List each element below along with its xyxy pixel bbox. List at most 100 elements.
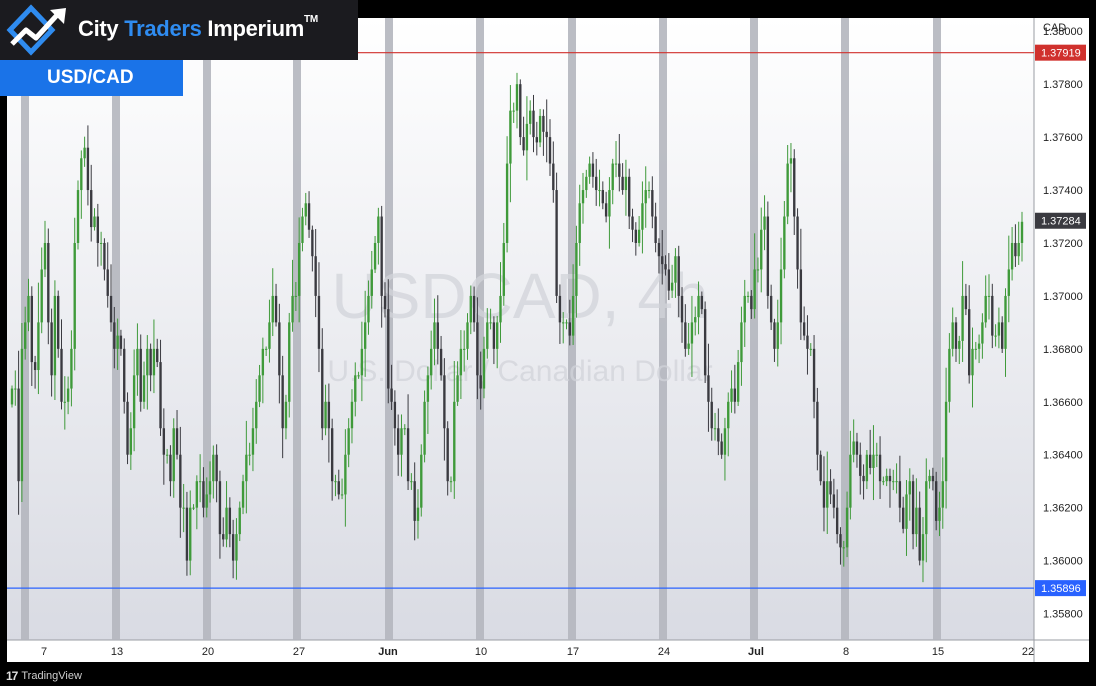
candle-body [66, 388, 70, 402]
candle-body [479, 375, 482, 389]
pair-badge-label: USD/CAD [47, 67, 134, 88]
candle-body [179, 454, 182, 508]
candle-body [552, 163, 555, 191]
candle-body [410, 481, 413, 483]
candle-body [198, 481, 202, 483]
candle-body [47, 242, 50, 323]
candle-body [661, 256, 664, 265]
brand-name: City Traders ImperiumTM [78, 14, 318, 42]
weekend-separator [659, 18, 667, 640]
candle-body [357, 375, 360, 377]
candle-body [964, 295, 968, 310]
candle-body [106, 269, 109, 296]
weekend-separator [203, 18, 211, 640]
x-tick-label: 15 [932, 646, 944, 658]
candle-body [377, 216, 380, 243]
candle-body [436, 322, 439, 349]
candle-body [70, 348, 73, 389]
candle-body [997, 322, 1001, 336]
candle-body [720, 441, 723, 455]
candle-body [416, 507, 420, 521]
candle-body [390, 388, 393, 402]
candle-body [568, 322, 571, 336]
candle-body [212, 454, 215, 482]
y-tick-label: 1.35800 [1043, 609, 1083, 621]
candle-body [892, 481, 895, 483]
candle-body [1014, 242, 1017, 257]
candle-body [132, 375, 136, 429]
candle-body [859, 454, 862, 476]
candle-body [868, 454, 872, 468]
candle-body [826, 481, 829, 508]
candle-body [327, 401, 331, 429]
candle-body [931, 475, 935, 482]
candle-body [251, 428, 255, 455]
brand-name-accent: Traders [124, 16, 202, 41]
candle-body [317, 295, 321, 349]
candle-body [585, 176, 588, 191]
candle-body [694, 317, 697, 323]
candle-body [116, 335, 119, 349]
candle-body [288, 322, 291, 402]
candle-body [687, 343, 690, 349]
candle-body [819, 454, 822, 482]
candle-body [845, 507, 849, 548]
candle-body [291, 295, 294, 323]
candle-body [934, 481, 938, 521]
candle-body [624, 176, 628, 191]
candle-body [175, 428, 179, 455]
candle-body [908, 481, 911, 495]
brand-name-part3: Imperium [201, 16, 305, 41]
candle-body [766, 216, 770, 296]
candle-body [208, 481, 212, 495]
candle-body [793, 158, 796, 217]
candle-body [284, 401, 288, 429]
candle-body [816, 401, 819, 455]
candle-body [449, 481, 453, 483]
candle-body [40, 269, 43, 323]
candle-body [802, 322, 806, 336]
candle-body [271, 295, 274, 323]
candle-body [307, 203, 311, 230]
candle-body [634, 229, 638, 243]
candle-body [961, 295, 964, 341]
candle-body [255, 401, 258, 429]
candle-body [363, 322, 367, 349]
candle-body [446, 428, 449, 482]
candle-body [393, 401, 397, 429]
candle-body [591, 163, 595, 177]
candle-body [433, 322, 436, 349]
x-tick-label: Jun [378, 646, 398, 658]
last-price-label: 1.37284 [1041, 216, 1081, 228]
candle-body [981, 322, 984, 344]
candle-body [872, 454, 875, 468]
candle-body [730, 388, 733, 402]
candle-body [905, 494, 908, 529]
candle-body [756, 269, 760, 271]
candle-body [222, 534, 225, 540]
candle-body [684, 322, 687, 349]
candle-body [670, 282, 674, 291]
candle-body [898, 481, 902, 508]
resistance-price-tag [1035, 44, 1086, 61]
candle-body [426, 375, 430, 402]
candle-body [245, 454, 248, 482]
candle-body [558, 295, 562, 323]
candle-body [763, 216, 766, 230]
candle-body [403, 428, 406, 430]
candle-body [274, 295, 278, 323]
candle-body [278, 322, 281, 376]
candle-body [129, 428, 133, 455]
y-tick-label: 1.36600 [1043, 397, 1083, 409]
tradingview-footer[interactable]: 17 TradingView [6, 668, 82, 684]
candle-body [968, 309, 971, 376]
candle-body [24, 322, 27, 349]
candle-body [149, 348, 152, 376]
candle-body [76, 190, 80, 243]
candle-body [340, 494, 344, 496]
candle-body [281, 375, 284, 429]
candle-body [30, 295, 33, 363]
y-tick-label: 1.37200 [1043, 238, 1083, 250]
candle-body [185, 507, 189, 561]
